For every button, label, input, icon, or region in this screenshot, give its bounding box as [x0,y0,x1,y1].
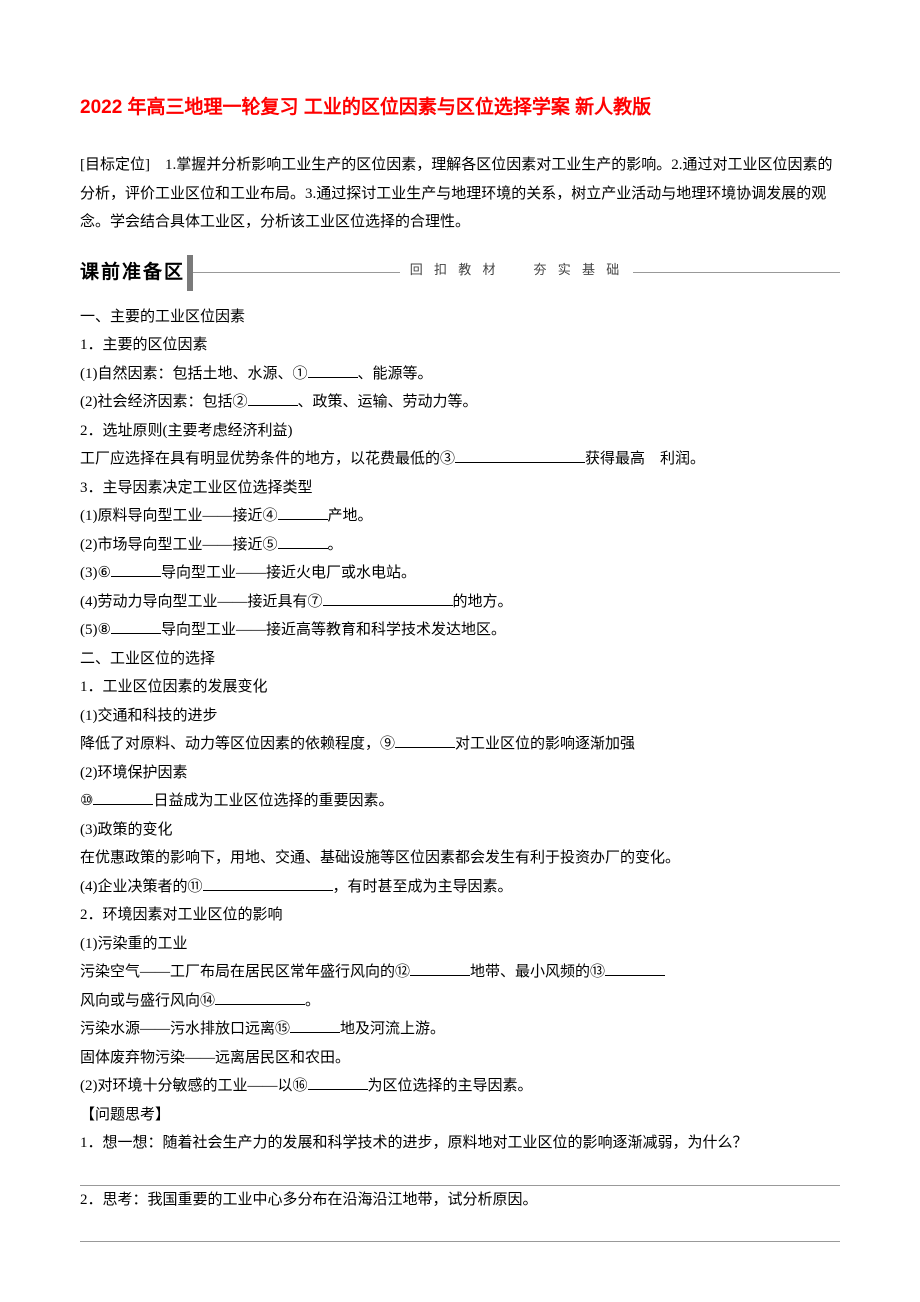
part1-line8: (5)⑧ 导向型工业——接近高等教育和科学技术发达地区。 [80,616,840,645]
blank-11 [203,890,333,891]
part2-line1: (1)交通和科技的进步 [80,702,840,731]
text-fragment: (1)原料导向型工业——接近④ [80,508,278,524]
part1-line7: (4)劳动力导向型工业——接近具有⑦ 的地方。 [80,588,840,617]
text-fragment: 日益成为工业区位选择的重要因素。 [153,793,393,809]
part2-line4: ⑩ 日益成为工业区位选择的重要因素。 [80,787,840,816]
part2-line3: (2)环境保护因素 [80,759,840,788]
section-prep-label: 课前准备区 [80,255,193,291]
text-fragment: 地带、最小风频的⑬ [470,964,605,980]
text-fragment: 工厂应选择在具有明显优势条件的地方，以花费最低的③ [80,451,455,467]
part1-line1: (1)自然因素：包括土地、水源、① 、能源等。 [80,360,840,389]
blank-9 [395,747,455,748]
blank-5 [278,548,328,549]
thinking-q2: 2．思考：我国重要的工业中心多分布在沿海沿江地带，试分析原因。 [80,1186,840,1215]
text-fragment: 污染空气——工厂布局在居民区常年盛行风向的⑫ [80,964,410,980]
section-prep-header: 课前准备区 回 扣 教 材 夯 实 基 础 [80,255,840,291]
text-fragment: (3)⑥ [80,565,111,581]
part2-sub1: 1．工业区位因素的发展变化 [80,673,840,702]
blank-14 [215,1004,305,1005]
section-prep-subtitle: 回 扣 教 材 夯 实 基 础 [400,258,634,283]
part2-line8: (1)污染重的工业 [80,930,840,959]
part2-sub2: 2．环境因素对工业区位的影响 [80,901,840,930]
blank-13 [605,975,665,976]
document-title: 2022 年高三地理一轮复习 工业的区位因素与区位选择学案 新人教版 [80,90,840,126]
part2-line10: 风向或与盛行风向⑭ 。 [80,987,840,1016]
answer-line-1 [80,1162,840,1186]
text-fragment: (4)企业决策者的⑪ [80,879,203,895]
part2-line7: (4)企业决策者的⑪ ，有时甚至成为主导因素。 [80,873,840,902]
part2-line11: 污染水源——污水排放口远离⑮ 地及河流上游。 [80,1015,840,1044]
blank-7 [323,605,453,606]
part2-line6: 在优惠政策的影响下，用地、交通、基础设施等区位因素都会发生有利于投资办厂的变化。 [80,844,840,873]
part1-heading: 一、主要的工业区位因素 [80,303,840,332]
part2-heading: 二、工业区位的选择 [80,645,840,674]
text-fragment: 。 [328,537,343,553]
part1-line2: (2)社会经济因素：包括② 、政策、运输、劳动力等。 [80,388,840,417]
text-fragment: (4)劳动力导向型工业——接近具有⑦ [80,594,323,610]
part2-line2: 降低了对原料、动力等区位因素的依赖程度，⑨ 对工业区位的影响逐渐加强 [80,730,840,759]
text-fragment: 、能源等。 [358,366,433,382]
header-line-left [193,272,400,273]
text-fragment: 产地。 [328,508,373,524]
text-fragment: 地及河流上游。 [340,1021,445,1037]
thinking-heading: 【问题思考】 [80,1101,840,1130]
blank-10 [93,804,153,805]
blank-6 [111,576,161,577]
part2-line5: (3)政策的变化 [80,816,840,845]
text-fragment: 获得最高 利润。 [585,451,705,467]
part2-line12: 固体废弃物污染——远离居民区和农田。 [80,1044,840,1073]
part1-line3: 工厂应选择在具有明显优势条件的地方，以花费最低的③ 获得最高 利润。 [80,445,840,474]
part2-line9: 污染空气——工厂布局在居民区常年盛行风向的⑫ 地带、最小风频的⑬ [80,958,840,987]
text-fragment: (5)⑧ [80,622,111,638]
text-fragment: (2)市场导向型工业——接近⑤ [80,537,278,553]
blank-16 [308,1089,368,1090]
thinking-q1: 1．想一想：随着社会生产力的发展和科学技术的进步，原料地对工业区位的影响逐渐减弱… [80,1129,840,1158]
blank-12 [410,975,470,976]
part2-line13: (2)对环境十分敏感的工业——以⑯ 为区位选择的主导因素。 [80,1072,840,1101]
text-fragment: (1)自然因素：包括土地、水源、① [80,366,308,382]
blank-4 [278,519,328,520]
text-fragment: 导向型工业——接近高等教育和科学技术发达地区。 [161,622,506,638]
part1-sub1: 1．主要的区位因素 [80,331,840,360]
text-fragment: 导向型工业——接近火电厂或水电站。 [161,565,416,581]
objective-text: [目标定位] 1.掌握并分析影响工业生产的区位因素，理解各区位因素对工业生产的影… [80,151,840,237]
blank-15 [290,1032,340,1033]
text-fragment: (2)对环境十分敏感的工业——以⑯ [80,1078,308,1094]
answer-line-2 [80,1218,840,1242]
part1-line5: (2)市场导向型工业——接近⑤ 。 [80,531,840,560]
text-fragment: 为区位选择的主导因素。 [368,1078,533,1094]
part1-line6: (3)⑥ 导向型工业——接近火电厂或水电站。 [80,559,840,588]
text-fragment: ⑩ [80,793,93,809]
text-fragment: 风向或与盛行风向⑭ [80,993,215,1009]
part1-line4: (1)原料导向型工业——接近④ 产地。 [80,502,840,531]
text-fragment: ，有时甚至成为主导因素。 [333,879,513,895]
blank-8 [111,633,161,634]
text-fragment: 的地方。 [453,594,513,610]
blank-3 [455,462,585,463]
text-fragment: 对工业区位的影响逐渐加强 [455,736,635,752]
text-fragment: 、政策、运输、劳动力等。 [298,394,478,410]
text-fragment: (2)社会经济因素：包括② [80,394,248,410]
blank-1 [308,377,358,378]
part1-sub2: 2．选址原则(主要考虑经济利益) [80,417,840,446]
blank-2 [248,405,298,406]
text-fragment: 污染水源——污水排放口远离⑮ [80,1021,290,1037]
text-fragment: 。 [305,993,320,1009]
part1-sub3: 3．主导因素决定工业区位选择类型 [80,474,840,503]
text-fragment: 降低了对原料、动力等区位因素的依赖程度，⑨ [80,736,395,752]
header-line-right [633,272,840,273]
